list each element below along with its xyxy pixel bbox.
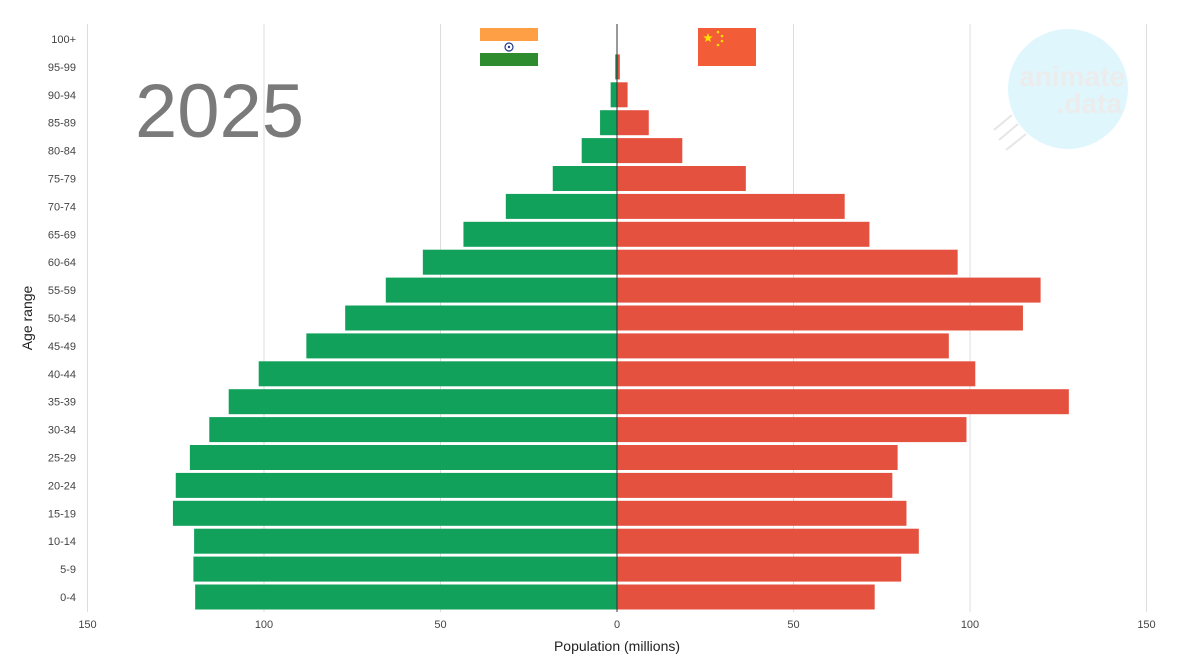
bar-left-60-64 xyxy=(422,249,617,275)
y-tick-label: 70-74 xyxy=(48,201,76,213)
bar-right-30-34 xyxy=(617,417,967,443)
bar-right-45-49 xyxy=(617,333,949,359)
bar-left-75-79 xyxy=(552,166,617,191)
y-tick-label: 20-24 xyxy=(48,480,76,492)
china-flag-icon xyxy=(698,28,756,66)
y-tick-label: 60-64 xyxy=(48,257,76,269)
y-tick-label: 95-99 xyxy=(48,62,76,74)
y-tick-label: 65-69 xyxy=(48,229,76,241)
y-tick-label: 85-89 xyxy=(48,118,76,130)
year-label: 2025 xyxy=(135,69,304,154)
y-tick-label: 35-39 xyxy=(48,397,76,409)
bars-layer xyxy=(172,24,1069,612)
bar-right-70-74 xyxy=(617,193,845,219)
bar-right-10-14 xyxy=(617,528,919,554)
x-tick-label: 150 xyxy=(1137,619,1155,631)
bar-right-0-4 xyxy=(617,584,875,610)
bar-right-15-19 xyxy=(617,500,907,526)
bar-right-5-9 xyxy=(617,556,902,582)
watermark-logo: animate .data xyxy=(993,29,1128,151)
bar-left-20-24 xyxy=(175,472,617,498)
y-tick-label: 75-79 xyxy=(48,174,76,186)
bar-left-10-14 xyxy=(194,528,617,554)
bar-left-0-4 xyxy=(195,584,618,610)
x-tick-label: 100 xyxy=(255,619,273,631)
y-tick-label: 45-49 xyxy=(48,341,76,353)
bar-left-50-54 xyxy=(345,305,617,331)
bar-left-30-34 xyxy=(209,417,617,443)
bar-right-90-94 xyxy=(617,82,628,108)
bar-left-40-44 xyxy=(258,361,617,387)
y-tick-label: 40-44 xyxy=(48,369,76,381)
bar-right-60-64 xyxy=(617,249,958,275)
y-tick-labels: 100+ 95-99 90-94 85-89 80-84 75-79 70-74 65-69 6… xyxy=(48,34,76,604)
watermark-line2: .data xyxy=(1057,88,1123,119)
x-tick-labels: 150 100 50 0 50 100 150 xyxy=(78,619,1155,631)
y-tick-label: 80-84 xyxy=(48,146,76,158)
y-tick-label: 0-4 xyxy=(60,592,76,604)
bar-left-65-69 xyxy=(463,221,617,247)
watermark-line1: animate xyxy=(1019,61,1125,92)
y-tick-label: 10-14 xyxy=(48,536,76,548)
bar-left-25-29 xyxy=(189,445,617,470)
bar-right-80-84 xyxy=(617,138,683,164)
y-tick-label: 100+ xyxy=(51,34,76,46)
y-tick-label: 50-54 xyxy=(48,313,76,325)
bar-right-35-39 xyxy=(617,389,1069,415)
bar-left-80-84 xyxy=(581,138,617,164)
y-tick-label: 30-34 xyxy=(48,425,76,437)
bar-left-95-99 xyxy=(615,54,617,80)
bar-left-70-74 xyxy=(505,193,617,219)
bar-left-55-59 xyxy=(385,277,617,303)
x-axis-title: Population (millions) xyxy=(554,638,680,654)
x-tick-label: 150 xyxy=(78,619,96,631)
bar-right-25-29 xyxy=(617,445,898,470)
bar-right-95-99 xyxy=(617,54,620,80)
x-tick-label: 100 xyxy=(961,619,979,631)
bar-left-15-19 xyxy=(172,500,617,526)
bar-right-40-44 xyxy=(617,361,976,387)
bar-left-35-39 xyxy=(228,389,617,415)
bar-right-55-59 xyxy=(617,277,1041,303)
x-tick-label: 0 xyxy=(614,619,620,631)
x-tick-label: 50 xyxy=(787,619,799,631)
india-flag-icon xyxy=(480,28,538,66)
y-tick-label: 25-29 xyxy=(48,453,76,465)
bar-right-65-69 xyxy=(617,221,870,247)
y-tick-label: 90-94 xyxy=(48,90,76,102)
bar-left-85-89 xyxy=(600,110,617,136)
bar-right-85-89 xyxy=(617,110,649,136)
bar-right-75-79 xyxy=(617,166,746,191)
bar-left-45-49 xyxy=(306,333,617,359)
y-tick-label: 55-59 xyxy=(48,285,76,297)
y-axis-title: Age range xyxy=(19,285,35,350)
bar-right-50-54 xyxy=(617,305,1023,331)
bar-left-90-94 xyxy=(610,82,617,108)
y-tick-label: 15-19 xyxy=(48,508,76,520)
bar-right-20-24 xyxy=(617,472,893,498)
x-tick-label: 50 xyxy=(434,619,446,631)
y-tick-label: 5-9 xyxy=(60,564,76,576)
bar-left-5-9 xyxy=(193,556,617,582)
